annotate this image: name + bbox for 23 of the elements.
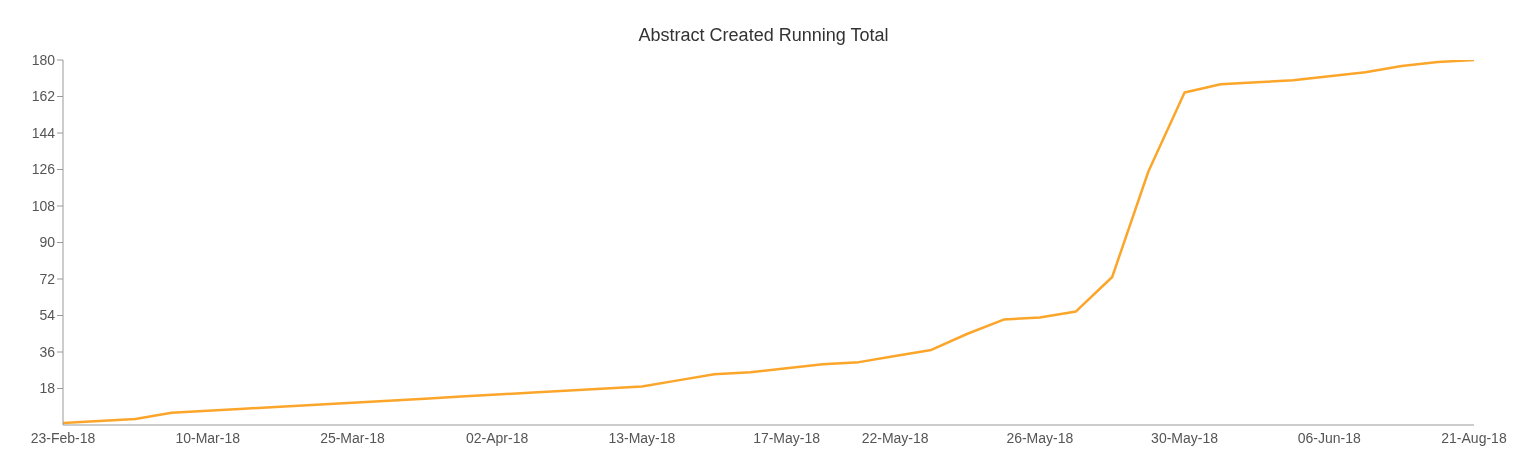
- y-tick-label: 180: [31, 51, 56, 68]
- y-tick-label: 162: [31, 88, 56, 105]
- x-tick-label: 06-Jun-18: [1297, 429, 1362, 446]
- y-tick-label: 126: [31, 161, 56, 178]
- y-tick-label: 54: [39, 307, 56, 324]
- y-tick-label: 144: [31, 124, 56, 141]
- x-tick-label: 26-May-18: [1006, 429, 1074, 446]
- x-tick-label: 13-May-18: [608, 429, 676, 446]
- x-tick-label: 21-Aug-18: [1441, 429, 1507, 446]
- y-tick-label: 72: [39, 270, 56, 287]
- x-tick-label: 10-Mar-18: [175, 429, 241, 446]
- chart-title: Abstract Created Running Total: [637, 24, 890, 47]
- x-tick-label: 25-Mar-18: [320, 429, 385, 446]
- y-tick-label: 108: [31, 197, 56, 214]
- x-tick-label: 02-Apr-18: [466, 429, 529, 446]
- x-tick-label: 22-May-18: [861, 429, 929, 446]
- y-tick-label: 90: [39, 234, 56, 251]
- x-tick-label: 23-Feb-18: [30, 429, 96, 446]
- line-series: [61, 60, 1476, 425]
- x-tick-label: 17-May-18: [753, 429, 821, 446]
- x-tick-label: 30-May-18: [1151, 429, 1219, 446]
- y-tick-label: 36: [39, 343, 56, 360]
- y-tick-label: 18: [39, 380, 56, 397]
